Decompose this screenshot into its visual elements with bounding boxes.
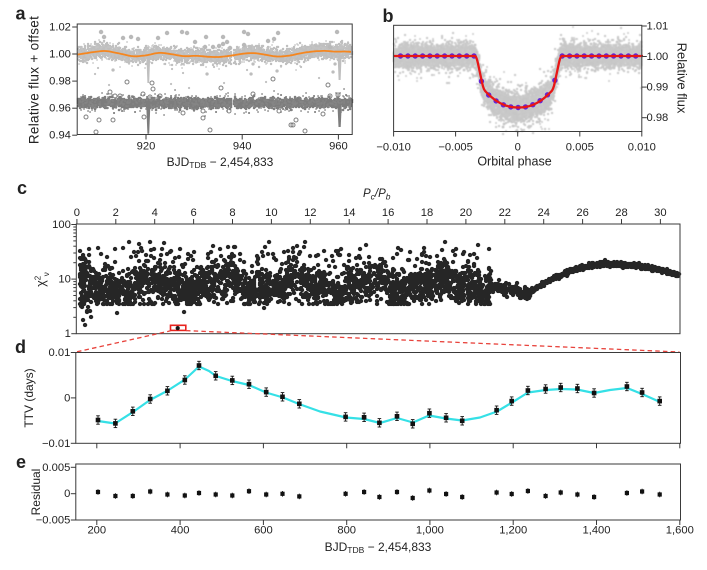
svg-text:Relative flux: Relative flux <box>675 43 690 114</box>
svg-text:0.98: 0.98 <box>49 76 71 88</box>
svg-text:1.00: 1.00 <box>49 48 71 60</box>
svg-text:1: 1 <box>65 328 71 340</box>
svg-text:1.00: 1.00 <box>647 51 669 63</box>
svg-text:2: 2 <box>113 207 119 219</box>
svg-text:BJDTDB − 2,454,833: BJDTDB − 2,454,833 <box>167 155 274 170</box>
svg-text:10: 10 <box>265 207 277 219</box>
svg-text:0.01: 0.01 <box>49 347 71 359</box>
svg-text:18: 18 <box>421 207 433 219</box>
svg-text:14: 14 <box>343 207 355 219</box>
svg-text:600: 600 <box>254 524 273 536</box>
svg-text:BJDTDB − 2,454,833: BJDTDB − 2,454,833 <box>325 540 432 555</box>
svg-text:Relative flux + offset: Relative flux + offset <box>27 16 42 144</box>
svg-text:−0.01: −0.01 <box>42 438 70 450</box>
svg-text:0.010: 0.010 <box>628 142 656 154</box>
svg-text:1,200: 1,200 <box>499 524 527 536</box>
svg-text:4: 4 <box>152 207 158 219</box>
svg-text:0: 0 <box>64 392 70 404</box>
svg-text:0.94: 0.94 <box>49 130 71 142</box>
svg-text:100: 100 <box>52 219 71 231</box>
svg-text:1,600: 1,600 <box>666 524 694 536</box>
svg-text:Pc/Pb: Pc/Pb <box>363 188 391 202</box>
svg-text:24: 24 <box>537 207 549 219</box>
svg-text:0.005: 0.005 <box>566 142 594 154</box>
svg-text:c: c <box>17 178 27 198</box>
svg-text:800: 800 <box>337 524 356 536</box>
svg-text:−0.010: −0.010 <box>376 142 411 154</box>
svg-text:16: 16 <box>382 207 394 219</box>
svg-text:200: 200 <box>87 524 106 536</box>
svg-text:0.005: 0.005 <box>42 462 70 474</box>
svg-text:1,000: 1,000 <box>416 524 444 536</box>
svg-text:1.01: 1.01 <box>647 20 669 32</box>
svg-text:960: 960 <box>329 141 348 153</box>
svg-text:26: 26 <box>576 207 588 219</box>
svg-text:1.02: 1.02 <box>49 21 71 33</box>
svg-text:400: 400 <box>171 524 190 536</box>
svg-text:30: 30 <box>654 207 666 219</box>
svg-text:22: 22 <box>499 207 511 219</box>
svg-text:20: 20 <box>460 207 472 219</box>
svg-text:d: d <box>15 337 26 357</box>
svg-text:10: 10 <box>58 274 70 286</box>
svg-text:6: 6 <box>190 207 196 219</box>
svg-text:8: 8 <box>229 207 235 219</box>
svg-text:e: e <box>16 452 26 472</box>
svg-text:12: 12 <box>304 207 316 219</box>
svg-text:0.98: 0.98 <box>647 112 669 124</box>
svg-text:0.99: 0.99 <box>647 82 669 94</box>
svg-text:0.96: 0.96 <box>49 103 71 115</box>
svg-text:0: 0 <box>64 488 70 500</box>
svg-text:b: b <box>383 6 394 26</box>
svg-text:−0.005: −0.005 <box>36 515 71 527</box>
svg-text:28: 28 <box>615 207 627 219</box>
svg-text:0: 0 <box>74 207 80 219</box>
svg-text:Orbital phase: Orbital phase <box>477 155 551 169</box>
svg-text:920: 920 <box>137 141 156 153</box>
svg-text:χ2ν: χ2ν <box>34 272 52 287</box>
svg-text:TTV (days): TTV (days) <box>22 368 36 427</box>
svg-text:940: 940 <box>233 141 252 153</box>
svg-text:a: a <box>16 4 27 24</box>
svg-text:0: 0 <box>515 142 521 154</box>
svg-text:Residual: Residual <box>29 469 43 516</box>
svg-text:1,400: 1,400 <box>583 524 611 536</box>
svg-text:−0.005: −0.005 <box>438 142 473 154</box>
